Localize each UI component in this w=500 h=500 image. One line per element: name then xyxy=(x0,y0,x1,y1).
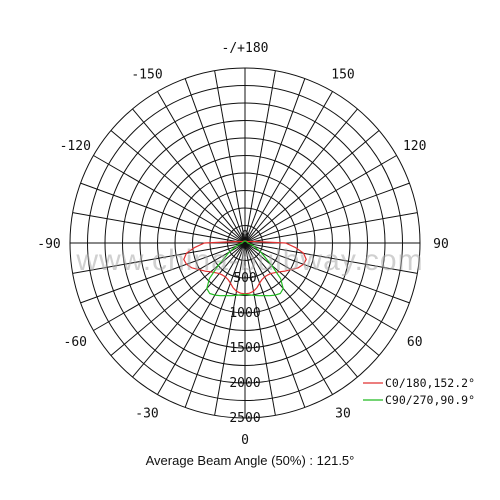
angle-label: -90 xyxy=(37,237,60,252)
radial-tick-label: 1500 xyxy=(229,341,260,356)
grid-spoke xyxy=(93,242,246,331)
grid-spoke xyxy=(132,242,246,378)
grid-spoke xyxy=(72,212,246,244)
grid-spoke xyxy=(244,242,418,274)
radial-tick-label: 2500 xyxy=(229,411,260,426)
grid-spoke xyxy=(244,242,410,304)
radial-tick-label: 1000 xyxy=(229,306,260,321)
angle-label: 150 xyxy=(331,67,354,82)
angle-label: 30 xyxy=(335,407,351,422)
grid-spoke xyxy=(110,242,246,356)
grid-spoke xyxy=(93,155,246,244)
angle-label: 0 xyxy=(241,433,249,448)
angle-label: -150 xyxy=(131,67,162,82)
grid-spoke xyxy=(80,182,246,244)
grid-spoke xyxy=(184,242,246,408)
legend-label-0: C0/180,152.2° xyxy=(385,376,475,390)
legend-label-1: C90/270,90.9° xyxy=(385,393,475,407)
grid-spoke xyxy=(244,70,276,244)
series-curve-0 xyxy=(183,240,307,295)
grid-spoke xyxy=(72,242,246,274)
grid-spoke xyxy=(214,242,246,416)
grid-spoke xyxy=(244,130,380,244)
angle-label: -120 xyxy=(60,139,91,154)
grid-spoke xyxy=(80,242,246,304)
grid-spoke xyxy=(244,182,410,244)
grid-spoke xyxy=(244,242,333,395)
grid-spoke xyxy=(244,242,306,408)
angle-label: -30 xyxy=(135,407,158,422)
radial-tick-label: 2000 xyxy=(229,376,260,391)
grid-spoke xyxy=(244,242,276,416)
grid-spoke xyxy=(244,242,358,378)
angle-label: 90 xyxy=(433,237,449,252)
grid-spoke xyxy=(244,212,418,244)
grid-spoke xyxy=(110,130,246,244)
radial-tick-label: 500 xyxy=(233,271,256,286)
grid-spoke xyxy=(244,78,306,244)
grid-spoke xyxy=(157,91,246,244)
grid-spoke xyxy=(244,242,380,356)
chart-caption: Average Beam Angle (50%) : 121.5° xyxy=(145,453,355,468)
angle-label: 120 xyxy=(403,139,426,154)
grid-spoke xyxy=(244,242,397,331)
grid-spoke xyxy=(244,91,333,244)
grid-spoke xyxy=(244,155,397,244)
radial-tick-label: 0 xyxy=(241,229,249,244)
grid-spoke xyxy=(184,78,246,244)
angle-label: -/+180 xyxy=(222,41,269,56)
angle-label: 60 xyxy=(407,335,423,350)
series-curve-1 xyxy=(206,240,284,297)
grid-spoke xyxy=(244,108,358,244)
grid-spoke xyxy=(132,108,246,244)
grid-spoke xyxy=(214,70,246,244)
grid-spoke xyxy=(157,242,246,395)
angle-label: -60 xyxy=(64,335,87,350)
